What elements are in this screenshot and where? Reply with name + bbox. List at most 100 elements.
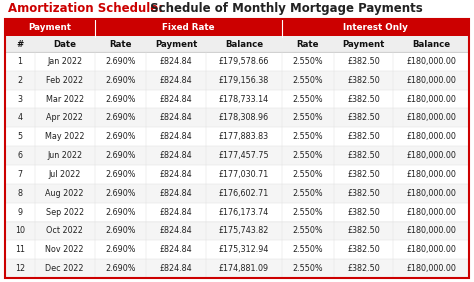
Text: £180,000.00: £180,000.00 — [406, 208, 456, 217]
Bar — [5, 184, 469, 203]
Text: £382.50: £382.50 — [347, 151, 380, 160]
Text: 2.690%: 2.690% — [105, 170, 136, 179]
Text: £180,000.00: £180,000.00 — [406, 264, 456, 273]
Text: 2.550%: 2.550% — [292, 189, 323, 198]
Text: 2.690%: 2.690% — [105, 208, 136, 217]
Text: 8: 8 — [18, 189, 22, 198]
Text: 4: 4 — [18, 113, 22, 122]
Text: 2.690%: 2.690% — [105, 189, 136, 198]
Text: Aug 2022: Aug 2022 — [46, 189, 84, 198]
Text: £180,000.00: £180,000.00 — [406, 57, 456, 66]
Text: £175,743.82: £175,743.82 — [219, 226, 269, 235]
Text: £824.84: £824.84 — [160, 113, 192, 122]
Text: £824.84: £824.84 — [160, 94, 192, 103]
Bar — [5, 259, 469, 278]
Text: 2.550%: 2.550% — [292, 113, 323, 122]
Text: £177,457.75: £177,457.75 — [219, 151, 269, 160]
Text: Balance: Balance — [412, 40, 450, 49]
Text: Balance: Balance — [225, 40, 263, 49]
Text: Oct 2022: Oct 2022 — [46, 226, 83, 235]
Text: £824.84: £824.84 — [160, 132, 192, 141]
Text: 2.690%: 2.690% — [105, 264, 136, 273]
Text: 2.550%: 2.550% — [292, 245, 323, 254]
Text: 2: 2 — [18, 76, 22, 85]
Text: 2.550%: 2.550% — [292, 226, 323, 235]
Text: £175,312.94: £175,312.94 — [219, 245, 269, 254]
Text: 2.690%: 2.690% — [105, 94, 136, 103]
Text: 2.690%: 2.690% — [105, 57, 136, 66]
Text: Jul 2022: Jul 2022 — [48, 170, 81, 179]
Text: £178,733.14: £178,733.14 — [219, 94, 269, 103]
Text: Amortization Schedule:: Amortization Schedule: — [8, 2, 163, 15]
Bar — [5, 36, 469, 52]
Text: £180,000.00: £180,000.00 — [406, 170, 456, 179]
Text: Apr 2022: Apr 2022 — [46, 113, 83, 122]
Text: £382.50: £382.50 — [347, 208, 380, 217]
Text: 11: 11 — [15, 245, 25, 254]
Text: £382.50: £382.50 — [347, 94, 380, 103]
Text: 6: 6 — [18, 151, 22, 160]
Text: 5: 5 — [18, 132, 22, 141]
Text: 12: 12 — [15, 264, 25, 273]
Text: 7: 7 — [18, 170, 22, 179]
Text: Jun 2022: Jun 2022 — [47, 151, 82, 160]
Text: £824.84: £824.84 — [160, 264, 192, 273]
Bar — [5, 71, 469, 90]
Text: Schedule of Monthly Mortgage Payments: Schedule of Monthly Mortgage Payments — [146, 2, 423, 15]
Text: £179,578.66: £179,578.66 — [219, 57, 269, 66]
Bar — [5, 90, 469, 109]
Text: £824.84: £824.84 — [160, 57, 192, 66]
Bar — [5, 203, 469, 221]
Text: 2.690%: 2.690% — [105, 132, 136, 141]
Text: Feb 2022: Feb 2022 — [46, 76, 83, 85]
Text: 2.550%: 2.550% — [292, 264, 323, 273]
Text: 2.690%: 2.690% — [105, 226, 136, 235]
Text: £178,308.96: £178,308.96 — [219, 113, 269, 122]
Text: £382.50: £382.50 — [347, 113, 380, 122]
Text: £174,881.09: £174,881.09 — [219, 264, 269, 273]
Text: 2.550%: 2.550% — [292, 76, 323, 85]
Text: £824.84: £824.84 — [160, 170, 192, 179]
Text: 2.550%: 2.550% — [292, 94, 323, 103]
Bar — [5, 52, 469, 71]
Text: £824.84: £824.84 — [160, 151, 192, 160]
Text: May 2022: May 2022 — [45, 132, 84, 141]
Bar — [5, 127, 469, 146]
Text: 1: 1 — [18, 57, 22, 66]
Text: 2.690%: 2.690% — [105, 151, 136, 160]
Text: 2.550%: 2.550% — [292, 170, 323, 179]
Text: Payment: Payment — [28, 23, 71, 32]
Bar — [5, 109, 469, 127]
Text: Payment: Payment — [342, 40, 384, 49]
Text: £180,000.00: £180,000.00 — [406, 94, 456, 103]
Text: 2.690%: 2.690% — [105, 245, 136, 254]
Text: £382.50: £382.50 — [347, 264, 380, 273]
Text: £180,000.00: £180,000.00 — [406, 76, 456, 85]
Text: 2.550%: 2.550% — [292, 132, 323, 141]
Text: £382.50: £382.50 — [347, 57, 380, 66]
Text: 2.550%: 2.550% — [292, 57, 323, 66]
Text: Date: Date — [53, 40, 76, 49]
Text: £180,000.00: £180,000.00 — [406, 132, 456, 141]
Text: 9: 9 — [18, 208, 22, 217]
Text: 10: 10 — [15, 226, 25, 235]
Text: Dec 2022: Dec 2022 — [46, 264, 84, 273]
Text: £180,000.00: £180,000.00 — [406, 151, 456, 160]
Text: £382.50: £382.50 — [347, 170, 380, 179]
Bar — [5, 19, 469, 36]
Text: 3: 3 — [18, 94, 22, 103]
Text: £176,602.71: £176,602.71 — [219, 189, 269, 198]
Text: Mar 2022: Mar 2022 — [46, 94, 84, 103]
Text: Rate: Rate — [109, 40, 132, 49]
Text: £824.84: £824.84 — [160, 208, 192, 217]
Text: £382.50: £382.50 — [347, 189, 380, 198]
Text: £180,000.00: £180,000.00 — [406, 245, 456, 254]
Bar — [5, 221, 469, 240]
Text: 2.690%: 2.690% — [105, 113, 136, 122]
Text: Fixed Rate: Fixed Rate — [162, 23, 214, 32]
Text: #: # — [16, 40, 24, 49]
Text: Sep 2022: Sep 2022 — [46, 208, 84, 217]
Text: £382.50: £382.50 — [347, 245, 380, 254]
Text: 2.550%: 2.550% — [292, 151, 323, 160]
Text: £382.50: £382.50 — [347, 76, 380, 85]
